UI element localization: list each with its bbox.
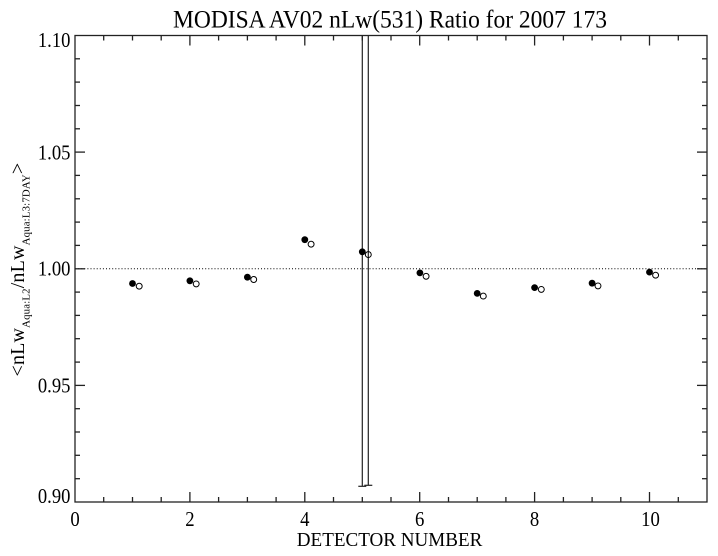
svg-text:1.00: 1.00: [38, 257, 71, 281]
svg-text:4: 4: [300, 508, 309, 531]
svg-text:1.05: 1.05: [38, 141, 71, 165]
svg-text:2: 2: [185, 508, 194, 531]
svg-text:DETECTOR NUMBER: DETECTOR NUMBER: [297, 529, 483, 551]
svg-text:0.90: 0.90: [38, 484, 71, 508]
svg-text:MODISA AV02 nLw(531) Ratio for: MODISA AV02 nLw(531) Ratio for 2007 173: [173, 7, 607, 34]
svg-text:10: 10: [641, 508, 660, 531]
svg-text:0: 0: [70, 508, 79, 531]
svg-text:6: 6: [415, 508, 424, 531]
svg-text:0.95: 0.95: [38, 374, 71, 398]
svg-text:<nLwAqua:L2/nLwAqua:L3:7DAY>: <nLwAqua:L2/nLwAqua:L3:7DAY>: [7, 163, 33, 377]
svg-text:1.10: 1.10: [38, 28, 71, 52]
svg-text:8: 8: [530, 508, 539, 531]
